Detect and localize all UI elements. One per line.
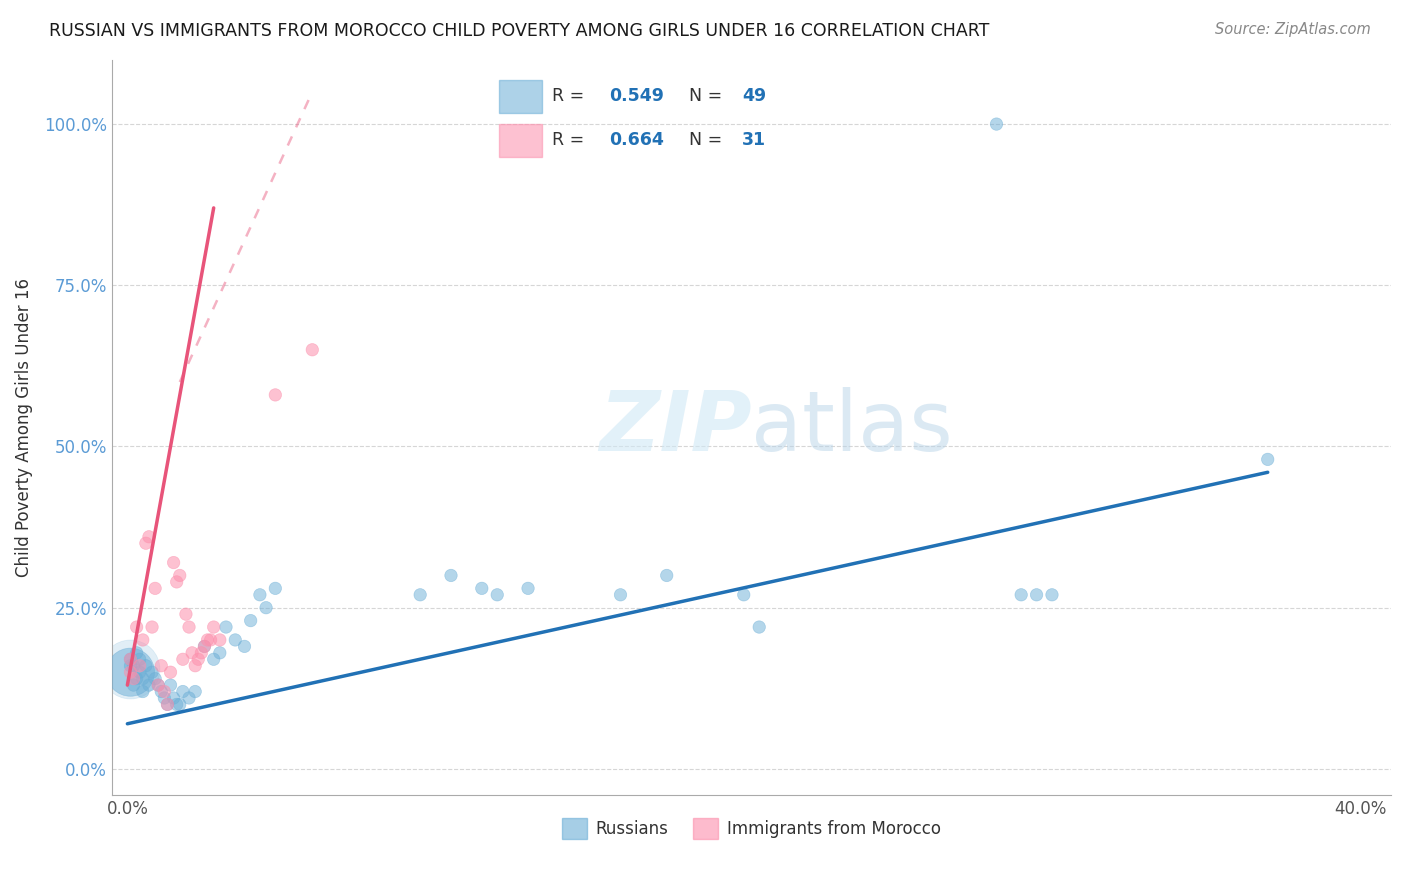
Point (609, 588, 631, 602)
Point (120, 665, 142, 680)
Point (135, 536, 157, 550)
Point (190, 646, 212, 660)
Point (132, 672, 155, 686)
Point (1025, 588, 1047, 602)
Point (150, 684, 173, 698)
Point (184, 684, 207, 698)
Point (120, 652, 142, 666)
Point (193, 640, 215, 654)
Point (162, 690, 184, 705)
Point (159, 678, 181, 692)
Point (202, 620, 225, 634)
Point (1257, 452, 1279, 467)
Point (1010, 588, 1032, 602)
Point (486, 588, 509, 602)
Text: Source: ZipAtlas.com: Source: ZipAtlas.com (1215, 22, 1371, 37)
Point (159, 665, 181, 680)
Point (138, 530, 160, 544)
Point (141, 620, 163, 634)
Point (148, 678, 170, 692)
Point (166, 574, 188, 589)
Point (166, 698, 188, 712)
Point (986, 117, 1008, 131)
Point (202, 652, 225, 666)
Point (120, 652, 142, 666)
Point (143, 582, 166, 596)
Point (181, 646, 204, 660)
Legend: Russians, Immigrants from Morocco: Russians, Immigrants from Morocco (555, 812, 948, 846)
Point (301, 343, 323, 357)
Point (143, 672, 166, 686)
Text: atlas: atlas (751, 386, 953, 467)
Point (409, 588, 432, 602)
Point (122, 658, 145, 673)
Point (132, 684, 155, 698)
Point (172, 652, 194, 666)
Point (128, 652, 150, 666)
Point (748, 620, 770, 634)
Point (193, 640, 215, 654)
Point (125, 620, 148, 634)
Point (148, 678, 170, 692)
Point (141, 665, 163, 680)
Point (184, 658, 207, 673)
Text: RUSSIAN VS IMMIGRANTS FROM MOROCCO CHILD POVERTY AMONG GIRLS UNDER 16 CORRELATIO: RUSSIAN VS IMMIGRANTS FROM MOROCCO CHILD… (49, 22, 990, 40)
Point (128, 658, 150, 673)
Point (172, 684, 194, 698)
Point (233, 640, 256, 654)
Point (169, 698, 191, 712)
Point (169, 568, 191, 582)
Point (156, 698, 179, 712)
Point (215, 620, 238, 634)
Point (471, 582, 494, 596)
Point (128, 665, 150, 680)
Point (197, 632, 219, 647)
Point (224, 632, 246, 647)
Point (440, 568, 463, 582)
Point (517, 582, 540, 596)
Point (208, 646, 231, 660)
Point (177, 690, 200, 705)
Point (264, 388, 287, 402)
Point (120, 662, 142, 676)
Y-axis label: Child Poverty Among Girls Under 16: Child Poverty Among Girls Under 16 (15, 277, 32, 576)
Point (150, 658, 173, 673)
Point (153, 690, 176, 705)
Point (239, 614, 262, 628)
Point (655, 568, 678, 582)
Point (120, 658, 142, 673)
Point (249, 588, 271, 602)
Point (122, 672, 145, 686)
Point (187, 652, 209, 666)
Point (733, 588, 755, 602)
Point (125, 672, 148, 686)
Point (208, 632, 231, 647)
Point (200, 632, 222, 647)
Point (120, 665, 142, 680)
Point (177, 620, 200, 634)
Point (174, 607, 197, 622)
Point (125, 646, 148, 660)
Point (1040, 588, 1063, 602)
Point (122, 678, 145, 692)
Point (153, 684, 176, 698)
Text: ZIP: ZIP (599, 386, 751, 467)
Point (135, 658, 157, 673)
Point (264, 582, 287, 596)
Point (156, 698, 179, 712)
Point (132, 632, 155, 647)
Point (162, 556, 184, 570)
Point (254, 600, 277, 615)
Point (138, 678, 160, 692)
